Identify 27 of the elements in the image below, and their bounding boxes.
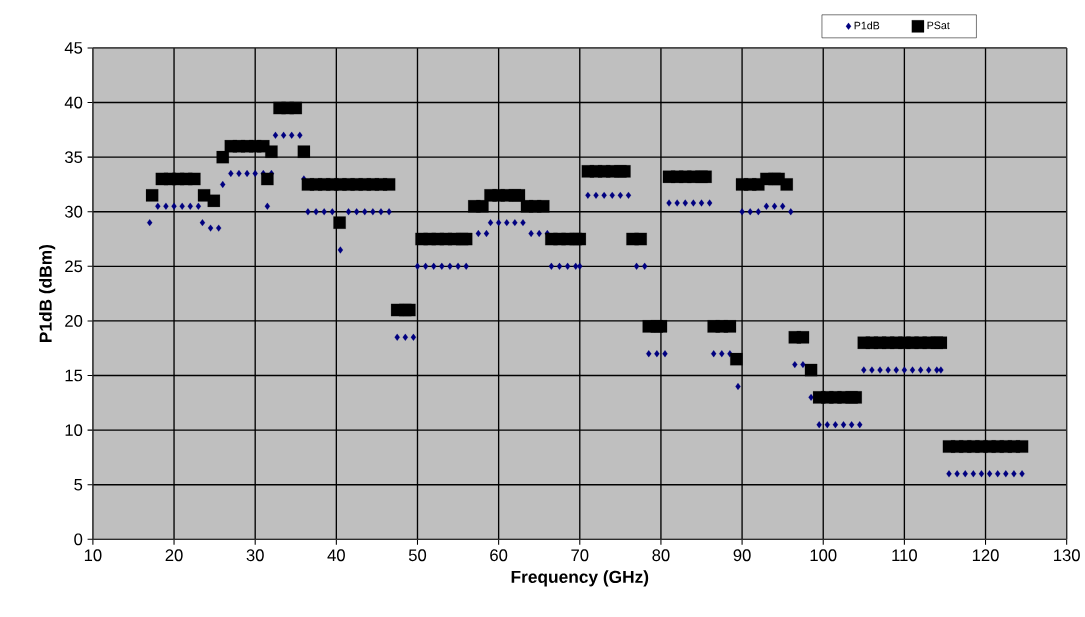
x-tick-label: 120: [972, 549, 999, 562]
x-tick-label: 110: [892, 549, 917, 562]
y-tick-label: 10: [65, 424, 83, 436]
x-tick-label: 20: [165, 549, 183, 562]
x-tick-label: 90: [733, 549, 751, 562]
x-tick-label: 30: [246, 549, 264, 562]
x-tick-label: 70: [571, 549, 589, 562]
y-tick-label: 45: [64, 42, 83, 54]
y-tick-label: 35: [64, 151, 83, 163]
y-tick-label: 40: [64, 96, 83, 109]
x-tick-label: 100: [810, 549, 837, 562]
x-axis-title: Frequency (GHz): [511, 570, 649, 587]
x-tick-label: 60: [490, 549, 508, 562]
y-tick-label: 5: [74, 478, 83, 491]
y-axis-title: P1dB (dBm): [39, 244, 56, 342]
legend-label: PSat: [927, 21, 950, 30]
x-tick-label: 50: [408, 549, 427, 562]
y-tick-label: 25: [65, 260, 83, 273]
y-tick-label: 15: [65, 369, 83, 382]
x-tick-label: 80: [652, 549, 670, 562]
y-tick-label: 20: [65, 314, 83, 327]
y-tick-label: 30: [64, 205, 83, 218]
x-tick-label: 10: [84, 549, 102, 562]
legend-label: P1dB: [854, 21, 880, 30]
x-tick-label: 40: [327, 549, 345, 562]
y-tick-label: 0: [74, 533, 83, 546]
x-tick-label: 130: [1054, 549, 1080, 562]
